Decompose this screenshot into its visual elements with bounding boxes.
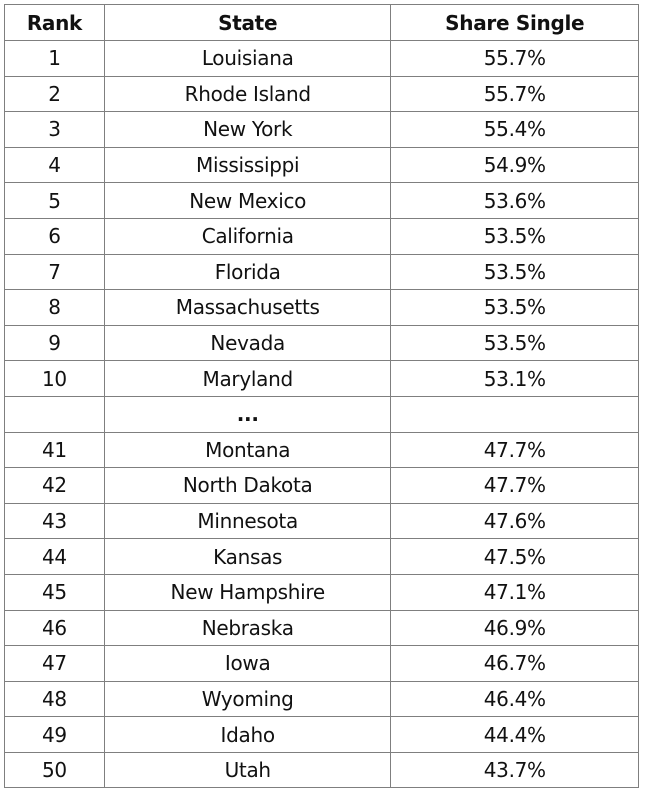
table-row: 4 Mississippi 54.9% [4,146,639,184]
share-cell: 46.7% [390,645,639,682]
share-cell: 55.4% [390,111,639,148]
share-cell: 47.7% [390,467,639,504]
rank-cell: 6 [4,217,105,255]
rank-cell: 43 [4,502,105,540]
state-cell: Nebraska [103,609,392,647]
state-cell: Massachusetts [103,289,392,326]
state-cell: Montana [103,431,392,469]
share-cell: 55.7% [390,40,639,77]
state-cell: Utah [103,751,392,789]
table-row: 6 California 53.5% [4,217,639,255]
state-cell: Florida [103,253,392,291]
state-cell: North Dakota [103,467,392,504]
header-share-single: Share Single [390,4,639,41]
header-rank: Rank [4,4,105,41]
table-row: 47 Iowa 46.7% [4,645,639,682]
rank-cell: 8 [4,289,105,326]
share-cell: 46.4% [390,680,639,718]
state-ranking-table: Rank State Share Single 1 Louisiana 55.7% … [4,4,639,789]
ellipsis-rank-cell [4,395,105,433]
share-cell: 54.9% [390,146,639,184]
state-cell: Maryland [103,360,392,397]
table-row: 10 Maryland 53.1% [4,360,639,397]
state-cell: California [103,217,392,255]
share-cell: 47.6% [390,502,639,540]
rank-cell: 50 [4,751,105,789]
rank-cell: 41 [4,431,105,469]
rank-cell: 42 [4,467,105,504]
rank-cell: 48 [4,680,105,718]
table-row: 1 Louisiana 55.7% [4,40,639,77]
rank-cell: 1 [4,40,105,77]
table-row: 3 New York 55.4% [4,111,639,148]
table-row: 50 Utah 43.7% [4,751,639,789]
share-cell: 53.5% [390,253,639,291]
state-cell: Nevada [103,324,392,362]
share-cell: 53.1% [390,360,639,397]
table-row: 45 New Hampshire 47.1% [4,573,639,611]
state-cell: New Hampshire [103,573,392,611]
table-row: 8 Massachusetts 53.5% [4,289,639,326]
rank-cell: 45 [4,573,105,611]
share-cell: 53.5% [390,324,639,362]
share-cell: 53.5% [390,217,639,255]
rank-cell: 44 [4,538,105,575]
state-cell: Mississippi [103,146,392,184]
table-row: 9 Nevada 53.5% [4,324,639,362]
state-cell: Iowa [103,645,392,682]
state-cell: Idaho [103,716,392,753]
share-cell: 47.5% [390,538,639,575]
ellipsis-share-cell [390,395,639,433]
ellipsis-cell: ... [103,395,392,433]
header-state: State [103,4,392,41]
rank-cell: 10 [4,360,105,397]
state-cell: New York [103,111,392,148]
table-row: 5 New Mexico 53.6% [4,182,639,219]
share-cell: 44.4% [390,716,639,753]
share-cell: 53.6% [390,182,639,219]
share-cell: 53.5% [390,289,639,326]
table-row: 7 Florida 53.5% [4,253,639,291]
table-row: 46 Nebraska 46.9% [4,609,639,647]
table-row: 41 Montana 47.7% [4,431,639,469]
state-cell: Kansas [103,538,392,575]
table-row: 44 Kansas 47.5% [4,538,639,575]
share-cell: 55.7% [390,75,639,113]
rank-cell: 2 [4,75,105,113]
state-cell: Wyoming [103,680,392,718]
table-row: 42 North Dakota 47.7% [4,467,639,504]
table-row: 43 Minnesota 47.6% [4,502,639,540]
share-cell: 47.7% [390,431,639,469]
share-cell: 46.9% [390,609,639,647]
rank-cell: 7 [4,253,105,291]
state-cell: Louisiana [103,40,392,77]
share-cell: 43.7% [390,751,639,789]
state-cell: Minnesota [103,502,392,540]
state-cell: Rhode Island [103,75,392,113]
rank-cell: 9 [4,324,105,362]
table-row: 48 Wyoming 46.4% [4,680,639,718]
rank-cell: 46 [4,609,105,647]
header-row: Rank State Share Single [4,4,639,41]
rank-cell: 47 [4,645,105,682]
rank-cell: 3 [4,111,105,148]
share-cell: 47.1% [390,573,639,611]
table-row: 2 Rhode Island 55.7% [4,75,639,113]
rank-cell: 49 [4,716,105,753]
state-cell: New Mexico [103,182,392,219]
table-row: 49 Idaho 44.4% [4,716,639,753]
rank-cell: 4 [4,146,105,184]
ellipsis-row: ... [4,395,639,433]
rank-cell: 5 [4,182,105,219]
